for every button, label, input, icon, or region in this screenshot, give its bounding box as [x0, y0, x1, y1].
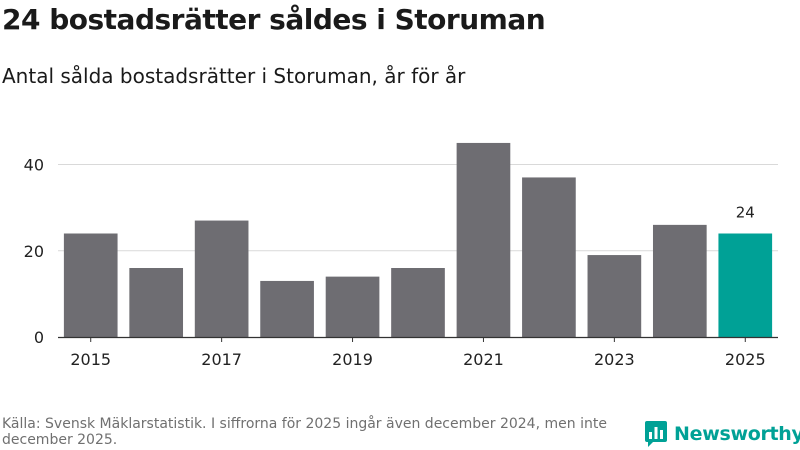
bar-2020: [391, 268, 445, 337]
bar-2016: [129, 268, 184, 337]
x-tick-label: 2021: [463, 350, 504, 369]
x-tick-label: 2017: [201, 350, 242, 369]
brand-logo: Newsworthy: [644, 420, 800, 448]
newsworthy-logo-icon: [645, 421, 667, 447]
chart-subtitle: Antal sålda bostadsrätter i Storuman, år…: [2, 64, 466, 88]
x-tick-label: 2025: [725, 350, 766, 369]
x-tick-label: 2015: [70, 350, 111, 369]
x-tick-label: 2023: [594, 350, 635, 369]
bar-2017: [194, 220, 249, 337]
bar-2019: [325, 276, 380, 337]
source-note: Källa: Svensk Mäklarstatistik. I siffror…: [2, 416, 607, 448]
data-label-2025: 24: [736, 204, 755, 222]
bar-2025: [718, 233, 773, 337]
bar-2018: [260, 280, 314, 337]
label-layer: 0 20 40 2015 2017 2019 2021 2023 2025 24: [24, 156, 778, 369]
y-tick-label: 0: [34, 328, 44, 347]
bar-2022: [522, 177, 576, 337]
brand-name: Newsworthy: [674, 423, 800, 445]
x-tick-label: 2019: [332, 350, 373, 369]
bar-chart: 0 20 40 2015 2017 2019 2021 2023 2025 24: [24, 142, 778, 369]
y-tick-label: 20: [24, 242, 44, 261]
bar-2023: [587, 255, 642, 337]
bar-2024: [652, 224, 707, 337]
bar-layer: [63, 142, 773, 337]
y-tick-label: 40: [24, 156, 44, 175]
bar-2015: [63, 233, 118, 337]
page-title: 24 bostadsrätter såldes i Storuman: [2, 3, 546, 36]
bar-2021: [456, 142, 511, 337]
